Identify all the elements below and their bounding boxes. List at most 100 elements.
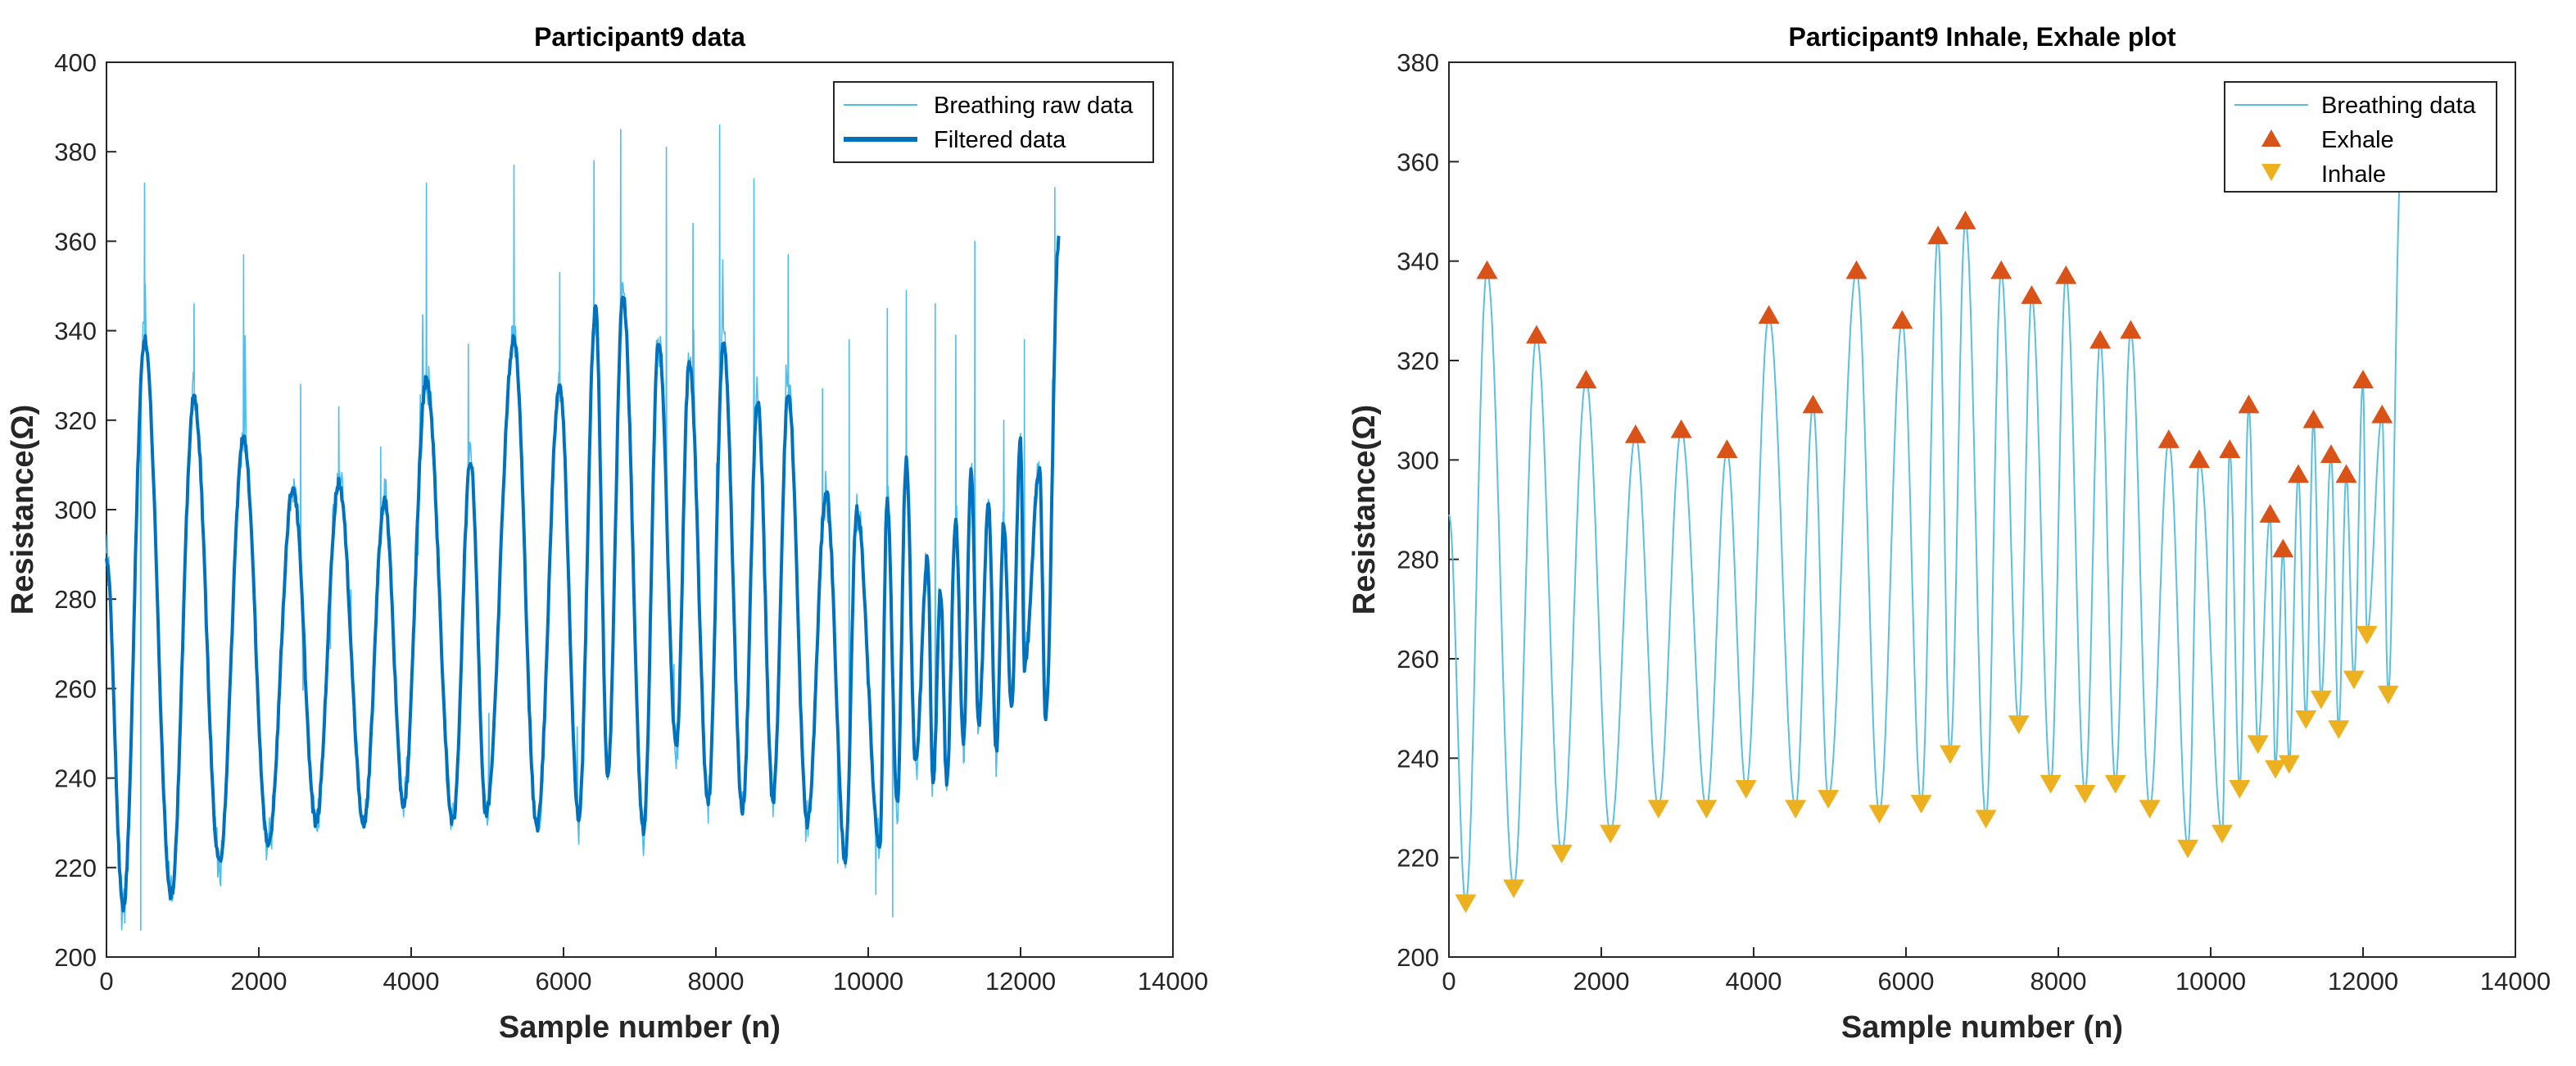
chart-panel-2: Participant9 Inhale, Exhale plot 0 2000 40… [1347, 22, 2551, 1045]
chart2-x-tick-label: 12000 [2328, 967, 2398, 996]
chart2-y-tick-label: 360 [1397, 147, 1439, 176]
chart1-x-tick-label: 2000 [231, 967, 287, 996]
chart1-y-tick-label: 220 [54, 854, 97, 882]
inhale-marker [1503, 879, 1525, 899]
chart1-legend-box [833, 81, 1154, 163]
chart1-y-axis-label: Resistance(Ω) [6, 405, 40, 615]
chart2-legend-exhale-label: Exhale [2321, 127, 2394, 153]
chart2-x-tick-label: 0 [1442, 967, 1456, 996]
chart2-x-tick-label: 8000 [2030, 967, 2087, 996]
exhale-marker [2259, 504, 2281, 523]
inhale-marker [1695, 800, 1718, 819]
exhale-marker [2189, 449, 2211, 469]
chart2-legend-breathing-label: Breathing data [2321, 93, 2477, 119]
inhale-marker [2104, 774, 2126, 794]
chart1-x-tick-label: 14000 [1138, 967, 1208, 996]
chart1-x-tick-label: 10000 [833, 967, 903, 996]
exhale-marker [1716, 439, 1738, 458]
exhale-marker [1802, 394, 1824, 414]
chart1-x-tick-label: 6000 [536, 967, 592, 996]
chart2-title: Participant9 Inhale, Exhale plot [1788, 22, 2175, 52]
chart2-y-tick-label: 320 [1397, 347, 1439, 375]
inhale-marker [2310, 690, 2332, 710]
inhale-marker [2328, 720, 2350, 739]
inhale-marker [2008, 715, 2030, 734]
inhale-marker [1551, 844, 1573, 864]
chart2-breathing-line [1448, 161, 2402, 904]
exhale-marker [2238, 394, 2260, 414]
inhale-marker [2377, 685, 2399, 705]
chart1-filtered-line [105, 235, 1061, 913]
inhale-marker [1785, 800, 1807, 819]
chart2-legend-exhale-swatch [2261, 129, 2281, 147]
chart2-y-tick-label: 300 [1397, 446, 1439, 474]
exhale-marker [2055, 265, 2077, 284]
chart1-series [105, 124, 1061, 931]
exhale-marker [1670, 419, 1692, 438]
chart1-legend: Breathing raw data Filtered data [833, 81, 1154, 163]
chart2-x-tick-label: 2000 [1573, 967, 1630, 996]
exhale-marker [1891, 310, 1913, 329]
exhale-marker [2287, 464, 2309, 483]
chart2-legend: Breathing data Exhale Inhale [2224, 81, 2497, 193]
chart2-series [1448, 161, 2402, 914]
exhale-marker [2320, 444, 2342, 464]
exhale-marker [1575, 370, 1597, 389]
chart1-title: Participant9 data [534, 22, 745, 52]
inhale-marker [1910, 795, 1932, 814]
inhale-marker [2247, 735, 2269, 755]
chart2-x-tick-label: 14000 [2480, 967, 2551, 996]
chart2-y-axis-label: Resistance(Ω) [1347, 405, 1382, 615]
chart1-y-tick-label: 240 [54, 764, 97, 793]
exhale-marker [2272, 538, 2294, 558]
chart2-y-tick-label: 380 [1397, 48, 1439, 77]
inhale-marker [1975, 810, 1997, 829]
chart2-plot-area [1448, 61, 2516, 958]
exhale-marker [2219, 439, 2241, 458]
chart1-y-tick-label: 200 [54, 943, 97, 972]
inhale-marker [1647, 800, 1669, 819]
chart1-y-tick-label: 280 [54, 585, 97, 614]
inhale-marker [2040, 774, 2062, 794]
exhale-marker [1758, 305, 1780, 324]
exhale-marker [2302, 409, 2325, 429]
inhale-marker [2211, 824, 2233, 844]
chart1-y-tick-label: 400 [54, 48, 97, 77]
inhale-marker [2356, 625, 2378, 645]
chart1-x-tick-label: 8000 [688, 967, 745, 996]
exhale-marker [2371, 404, 2393, 424]
inhale-marker [1818, 790, 1840, 809]
chart2-x-tick-label: 10000 [2175, 967, 2246, 996]
chart2-y-tick-label: 220 [1397, 844, 1439, 873]
chart2-x-tick-label: 6000 [1878, 967, 1935, 996]
exhale-marker [1927, 225, 1949, 245]
inhale-marker [2074, 785, 2096, 804]
chart2-x-axis-label: Sample number (n) [1841, 1010, 2123, 1045]
inhale-marker [2295, 710, 2317, 729]
exhale-marker [2120, 320, 2142, 339]
inhale-marker [2139, 800, 2161, 819]
exhale-marker [2021, 285, 2043, 304]
chart2-y-tick-label: 240 [1397, 744, 1439, 773]
exhale-marker [1525, 324, 1547, 344]
chart1-plot-area [106, 61, 1174, 958]
chart1-y-tick-label: 260 [54, 674, 97, 703]
chart1-x-tick-label: 4000 [383, 967, 440, 996]
exhale-marker [1624, 424, 1646, 443]
inhale-marker [2343, 670, 2365, 690]
chart1-ticks: 0 2000 4000 6000 8000 10000 12000 14000 200 220 24… [54, 48, 1208, 996]
inhale-marker [1600, 824, 1622, 844]
chart1-y-tick-label: 320 [54, 406, 97, 435]
inhale-marker [1868, 805, 1890, 824]
chart2-y-tick-label: 280 [1397, 546, 1439, 574]
exhale-marker [1954, 211, 1976, 229]
inhale-marker [1455, 894, 1477, 914]
chart1-y-tick-label: 300 [54, 496, 97, 524]
exhale-marker [2089, 329, 2112, 349]
inhale-marker [2278, 755, 2300, 774]
chart2-x-tick-label: 4000 [1726, 967, 1782, 996]
chart1-y-tick-label: 340 [54, 317, 97, 346]
chart1-x-tick-label: 12000 [985, 967, 1056, 996]
chart-panel-1: Participant9 data 0 2000 4000 6000 8000 10000… [6, 22, 1208, 1045]
